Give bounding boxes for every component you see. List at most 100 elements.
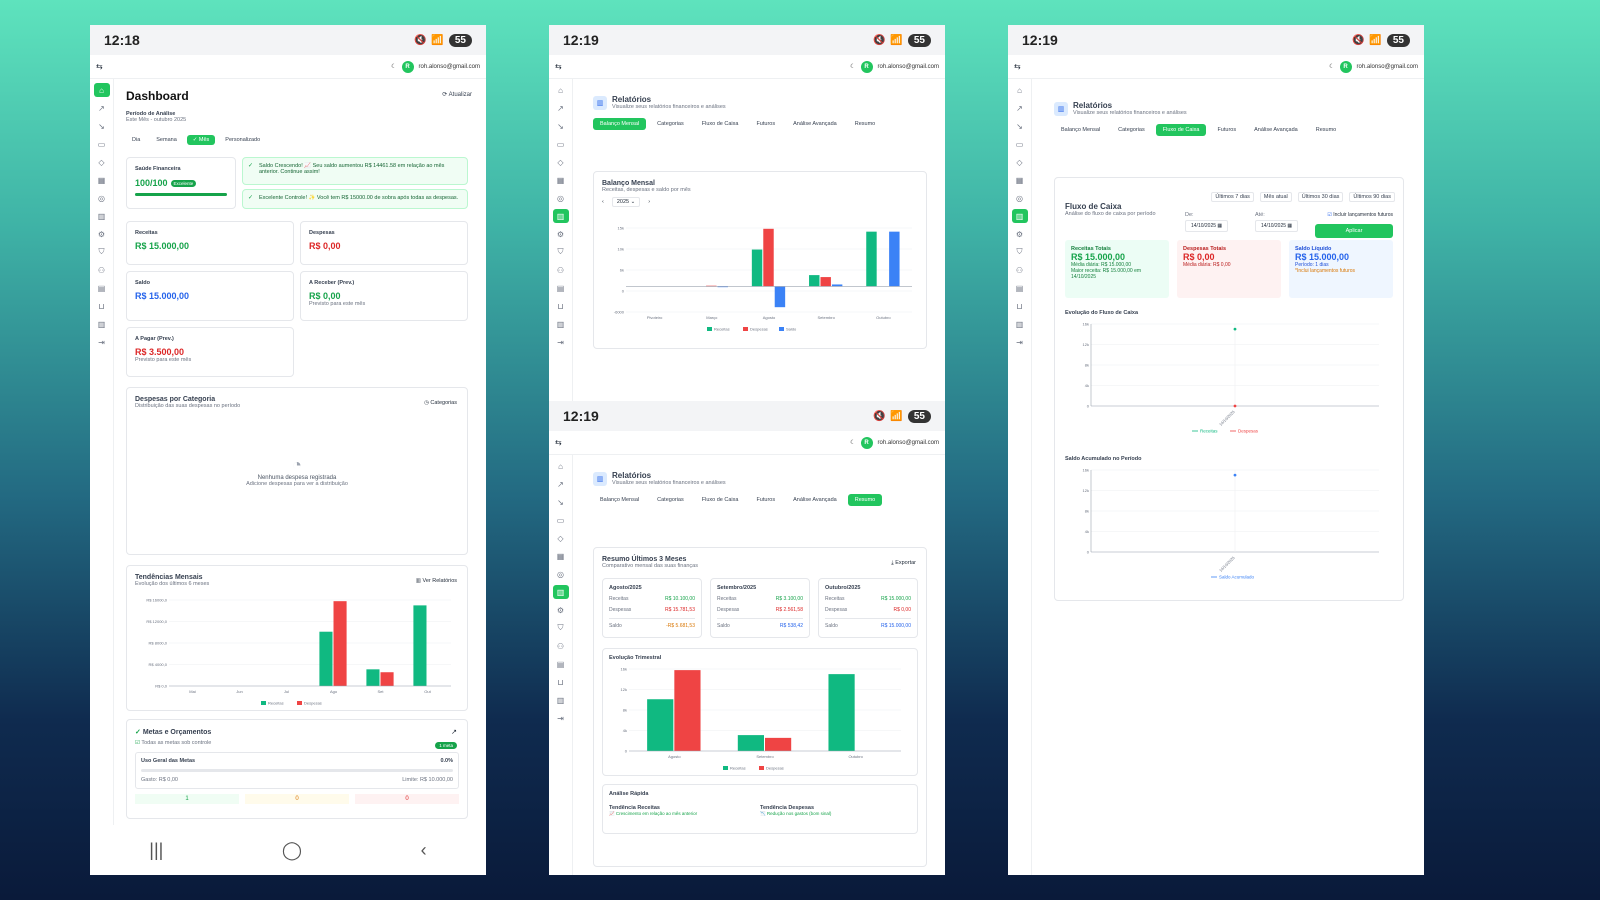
menu-toggle-icon[interactable]: ⇆ [96, 62, 103, 71]
chart-icon[interactable]: ▥ [552, 585, 569, 599]
include-future-checkbox[interactable]: ☑ [1327, 212, 1332, 218]
calendar-icon[interactable]: ▦ [97, 175, 106, 185]
back-icon[interactable]: ‹ [420, 839, 427, 860]
trend-up-icon[interactable]: ↗ [1016, 103, 1023, 113]
tab-analise[interactable]: Análise Avançada [1254, 127, 1298, 133]
trend-up-icon[interactable]: ↗ [98, 103, 105, 113]
trend-up-icon[interactable]: ↗ [557, 103, 564, 113]
bar-chart-icon[interactable]: ▥ [1015, 319, 1024, 329]
tab-mes[interactable]: ✓ Mês [186, 135, 216, 145]
book-icon[interactable]: ▤ [556, 283, 565, 293]
tab-categorias[interactable]: Categorias [1118, 127, 1145, 133]
menu-toggle-icon[interactable]: ⇆ [555, 438, 562, 447]
tab-dia[interactable]: Dia [132, 137, 141, 143]
target-icon[interactable]: ◎ [557, 569, 564, 579]
apply-button[interactable]: Aplicar [1315, 224, 1393, 238]
tab-categorias[interactable]: Categorias [657, 121, 684, 127]
avatar[interactable]: R [401, 60, 414, 73]
chart-icon[interactable]: ▥ [552, 209, 569, 223]
year-select[interactable]: 2025 ⌄ [611, 197, 641, 207]
theme-toggle-icon[interactable]: ☾ [1329, 64, 1335, 70]
tag-icon[interactable]: ◇ [557, 533, 564, 543]
book-icon[interactable]: ▤ [97, 283, 106, 293]
categories-button[interactable]: ◷ Categorias [424, 400, 457, 406]
tab-categorias[interactable]: Categorias [657, 497, 684, 503]
tab-analise[interactable]: Análise Avançada [793, 121, 837, 127]
settings-icon[interactable]: ⚙ [97, 229, 106, 239]
tag-icon[interactable]: ◇ [557, 157, 564, 167]
quick-month[interactable]: Mês atual [1259, 192, 1292, 202]
tab-resumo[interactable]: Resumo [854, 121, 876, 127]
users-icon[interactable]: ⚇ [1015, 265, 1024, 275]
logout-icon[interactable]: ⇥ [557, 337, 564, 347]
shield-icon[interactable]: ⛉ [1016, 247, 1023, 256]
home-icon[interactable]: ⌂ [558, 85, 563, 95]
users-icon[interactable]: ⚇ [556, 641, 565, 651]
recent-apps-icon[interactable]: ||| [149, 839, 164, 860]
next-year-button[interactable]: › [648, 199, 651, 205]
shield-icon[interactable]: ⛉ [557, 247, 564, 256]
home-icon[interactable]: ⌂ [93, 83, 110, 97]
tab-balanco[interactable]: Balanço Mensal [1061, 127, 1101, 133]
logout-icon[interactable]: ⇥ [1016, 337, 1023, 347]
settings-icon[interactable]: ⚙ [556, 605, 565, 615]
home-icon[interactable]: ⌂ [558, 461, 563, 471]
tab-futuros[interactable]: Futuros [756, 121, 776, 127]
quick-90-days[interactable]: Últimos 90 dias [1349, 192, 1395, 202]
external-link-icon[interactable]: ↗ [451, 729, 457, 736]
tab-fluxo[interactable]: Fluxo de Caixa [1155, 124, 1207, 136]
basket-icon[interactable]: ⊔ [1016, 301, 1023, 311]
book-icon[interactable]: ▤ [556, 659, 565, 669]
calendar-icon[interactable]: ▦ [556, 175, 565, 185]
users-icon[interactable]: ⚇ [556, 265, 565, 275]
trend-up-icon[interactable]: ↗ [557, 479, 564, 489]
trend-down-icon[interactable]: ↘ [557, 497, 564, 507]
theme-toggle-icon[interactable]: ☾ [391, 64, 397, 70]
settings-icon[interactable]: ⚙ [1015, 229, 1024, 239]
tab-balanco[interactable]: Balanço Mensal [600, 497, 640, 503]
date-to-input[interactable]: 14/10/2025 ▦ [1255, 220, 1299, 232]
home-icon[interactable]: ⌂ [1017, 85, 1022, 95]
menu-toggle-icon[interactable]: ⇆ [555, 62, 562, 71]
menu-toggle-icon[interactable]: ⇆ [1014, 62, 1021, 71]
tag-icon[interactable]: ◇ [98, 157, 105, 167]
basket-icon[interactable]: ⊔ [557, 677, 564, 687]
basket-icon[interactable]: ⊔ [557, 301, 564, 311]
trend-down-icon[interactable]: ↘ [98, 121, 105, 131]
bar-chart-icon[interactable]: ▥ [97, 319, 106, 329]
quick-30-days[interactable]: Últimos 30 dias [1297, 192, 1344, 202]
trend-down-icon[interactable]: ↘ [1016, 121, 1023, 131]
shield-icon[interactable]: ⛉ [98, 247, 105, 256]
tag-icon[interactable]: ◇ [1016, 157, 1023, 167]
settings-icon[interactable]: ⚙ [556, 229, 565, 239]
card-icon[interactable]: ▭ [1015, 139, 1024, 149]
theme-toggle-icon[interactable]: ☾ [850, 64, 856, 70]
tab-resumo[interactable]: Resumo [1315, 127, 1337, 133]
tab-resumo[interactable]: Resumo [847, 494, 883, 506]
theme-toggle-icon[interactable]: ☾ [850, 440, 856, 446]
bar-chart-icon[interactable]: ▥ [556, 695, 565, 705]
tab-futuros[interactable]: Futuros [756, 497, 776, 503]
tab-personalizado[interactable]: Personalizado [225, 137, 261, 143]
chart-icon[interactable]: ▥ [97, 211, 106, 221]
shield-icon[interactable]: ⛉ [557, 623, 564, 632]
tab-fluxo[interactable]: Fluxo de Caixa [701, 121, 739, 127]
logout-icon[interactable]: ⇥ [557, 713, 564, 723]
target-icon[interactable]: ◎ [557, 193, 564, 203]
prev-year-button[interactable]: ‹ [602, 199, 604, 205]
trend-down-icon[interactable]: ↘ [557, 121, 564, 131]
book-icon[interactable]: ▤ [1015, 283, 1024, 293]
date-from-input[interactable]: 14/10/2025 ▦ [1185, 220, 1229, 232]
bar-chart-icon[interactable]: ▥ [556, 319, 565, 329]
card-icon[interactable]: ▭ [556, 515, 565, 525]
export-button[interactable]: ⤓ Exportar [891, 560, 916, 566]
tab-analise[interactable]: Análise Avançada [793, 497, 837, 503]
tab-balanco[interactable]: Balanço Mensal [593, 118, 647, 130]
refresh-button[interactable]: ⟳ Atualizar [442, 92, 472, 98]
target-icon[interactable]: ◎ [98, 193, 105, 203]
view-reports-button[interactable]: ▥ Ver Relatórios [415, 578, 457, 584]
users-icon[interactable]: ⚇ [97, 265, 106, 275]
tab-fluxo[interactable]: Fluxo de Caixa [701, 497, 739, 503]
tab-futuros[interactable]: Futuros [1217, 127, 1237, 133]
logout-icon[interactable]: ⇥ [98, 337, 105, 347]
